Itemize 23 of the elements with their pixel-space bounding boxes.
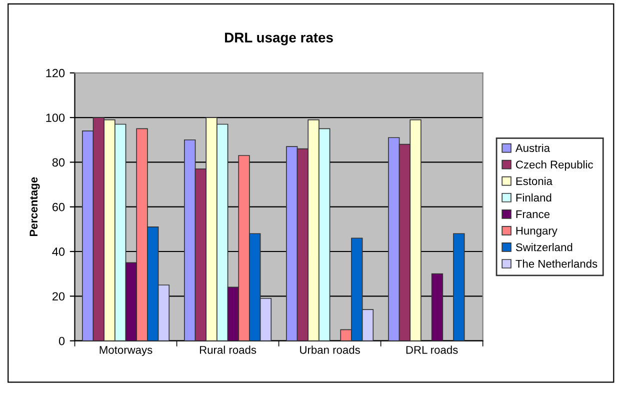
legend-label: Austria	[515, 144, 550, 152]
x-tick-label: Urban roads	[300, 346, 360, 354]
y-tick-label: 40	[52, 248, 65, 256]
legend-label: France	[516, 210, 550, 218]
legend-label: Finland	[516, 193, 552, 202]
bar	[453, 233, 465, 341]
x-tick-label: Motorways	[100, 346, 152, 356]
legend-label: Switzerland	[516, 243, 572, 252]
legend-label: The Netherlands	[516, 260, 598, 268]
y-tick-label: 100	[46, 114, 65, 122]
chart-title: DRL usage rates	[225, 32, 333, 46]
legend-label: Czech Republic	[516, 160, 593, 171]
y-tick-label: 20	[52, 292, 65, 301]
legend-label: Hungary	[516, 226, 558, 237]
x-tick-label: DRL roads	[406, 346, 458, 354]
bar	[431, 273, 444, 341]
legend-label: Estonia	[516, 176, 552, 186]
y-axis-title: Percentage	[30, 177, 40, 236]
x-tick-label: Rural roads	[200, 346, 256, 354]
y-tick-label: 0	[58, 336, 65, 346]
y-tick-label: 120	[46, 68, 65, 78]
y-tick-label: 60	[52, 202, 65, 212]
y-tick-label: 80	[52, 158, 65, 167]
